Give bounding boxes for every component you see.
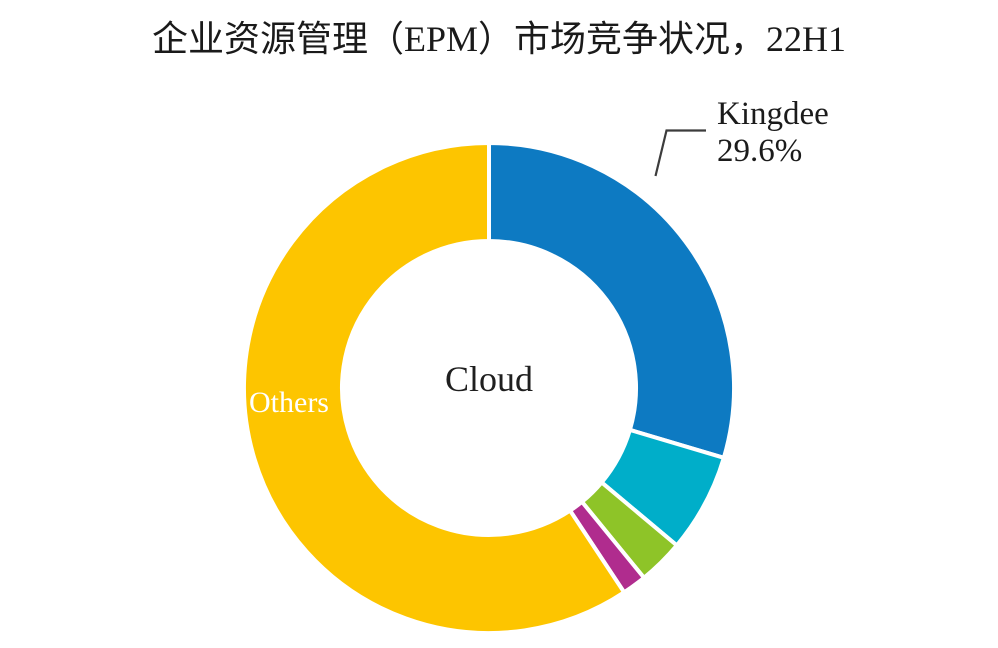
kingdee-leader-line	[654, 129, 706, 177]
kingdee-callout-value: 29.6%	[717, 133, 803, 169]
donut-slice-others	[242, 140, 627, 635]
kingdee-callout: Kingdee 29.6%	[717, 96, 829, 170]
donut-slice-kingdee	[487, 140, 736, 461]
kingdee-callout-name: Kingdee	[717, 96, 829, 132]
others-slice-label: Others	[249, 386, 329, 419]
donut-slices	[242, 140, 736, 635]
chart-title: 企业资源管理（EPM）市场竞争状况，22H1	[151, 19, 847, 59]
donut-center-label: Cloud	[444, 359, 534, 399]
